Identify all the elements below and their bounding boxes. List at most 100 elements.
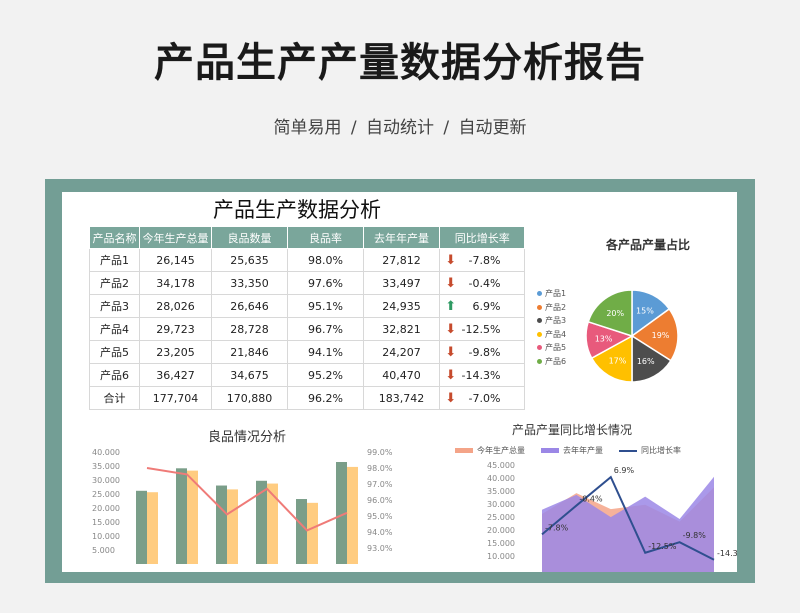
y-right-tick-label: 94.0% <box>367 528 393 537</box>
y-tick-label: 40.000 <box>92 448 120 457</box>
col-header: 良品数量 <box>211 226 288 249</box>
legend-swatch-icon <box>455 448 473 453</box>
table-row: 产品2 34,178 33,350 97.6% 33,497 ⬇ -0.4% <box>89 271 526 295</box>
bar <box>267 483 278 564</box>
y-tick-label: 35.000 <box>487 487 515 496</box>
col-header: 今年生产总量 <box>139 226 212 249</box>
y-tick-label: 30.000 <box>487 500 515 509</box>
product-name-cell: 产品1 <box>89 248 140 272</box>
table-row: 产品5 23,205 21,846 94.1% 24,207 ⬇ -9.8% <box>89 340 526 364</box>
bar <box>307 502 318 564</box>
growth-rate-cell: -12.5% <box>461 317 526 341</box>
legend-dot-icon <box>537 345 542 351</box>
pie-slice-label: 19% <box>652 331 670 340</box>
growth-rate-cell: -7.0% <box>461 386 526 410</box>
total-output-cell: 28,026 <box>139 294 212 318</box>
y-tick-label: 25.000 <box>487 513 515 522</box>
y-tick-label: 5.000 <box>92 546 115 555</box>
good-rate-cell: 96.2% <box>287 386 364 410</box>
bar <box>227 489 238 564</box>
product-name-cell: 产品5 <box>89 340 140 364</box>
bar <box>216 485 227 564</box>
table-row: 产品6 36,427 34,675 95.2% 40,470 ⬇ -14.3% <box>89 363 526 387</box>
product-name-cell: 产品2 <box>89 271 140 295</box>
pie-legend: 产品1 产品2 产品3 产品4 产品5 产品6 <box>537 287 566 368</box>
data-table: 产品名称 今年生产总量 良品数量 良品率 去年年产量 同比增长率 产品1 26,1… <box>89 226 526 410</box>
total-output-cell: 29,723 <box>139 317 212 341</box>
legend-dot-icon <box>537 291 542 297</box>
pie-slice <box>587 289 633 338</box>
y-right-tick-label: 97.0% <box>367 480 393 489</box>
last-year-cell: 33,497 <box>363 271 440 295</box>
growth-rate-cell: -7.8% <box>461 248 526 272</box>
product-name-cell: 合计 <box>89 386 140 410</box>
total-output-cell: 23,205 <box>139 340 212 364</box>
y-tick-label: 15.000 <box>92 518 120 527</box>
legend-item: 产品1 <box>537 287 566 301</box>
page-title: 产品生产产量数据分析报告 <box>154 40 646 86</box>
last-year-cell: 27,812 <box>363 248 440 272</box>
good-qty-cell: 28,728 <box>211 317 288 341</box>
col-header: 良品率 <box>287 226 364 249</box>
y-tick-label: 15.000 <box>487 539 515 548</box>
area-chart-legend: 今年生产总量 去年年产量 同比增长率 <box>455 445 697 456</box>
growth-rate-cell: -9.8% <box>461 340 526 364</box>
table-row: 产品3 28,026 26,646 95.1% 24,935 ⬆ 6.9% <box>89 294 526 318</box>
arrow-down-icon: ⬇ <box>439 363 462 387</box>
product-name-cell: 产品6 <box>89 363 140 387</box>
legend-dot-icon <box>537 331 542 337</box>
pie-chart: 15% 19% 16% 17% 13% 20% <box>585 289 679 383</box>
arrow-down-icon: ⬇ <box>439 340 462 364</box>
good-rate-cell: 95.1% <box>287 294 364 318</box>
good-rate-cell: 94.1% <box>287 340 364 364</box>
y-tick-label: 35.000 <box>92 462 120 471</box>
last-year-cell: 40,470 <box>363 363 440 387</box>
growth-rate-cell: -0.4% <box>461 271 526 295</box>
last-year-cell: 24,935 <box>363 294 440 318</box>
bar-chart: 40.000 35.000 30.000 25.000 20.000 15.000 10.0… <box>92 448 393 564</box>
data-label: -9.8% <box>683 531 707 540</box>
pie-slice <box>631 334 672 383</box>
data-label: -7.8% <box>545 523 569 532</box>
good-rate-line <box>146 467 348 532</box>
bar <box>256 480 267 564</box>
y-tick-label: 25.000 <box>92 490 120 499</box>
sheet-preview: 产品生产数据分析 产品名称 今年生产总量 良品数量 良品率 去年年产量 同比增长… <box>62 192 737 572</box>
y-tick-label: 20.000 <box>92 504 120 513</box>
pie-slice-label: 13% <box>595 335 613 344</box>
good-rate-cell: 96.7% <box>287 317 364 341</box>
legend-label: 产品5 <box>545 343 567 353</box>
col-header: 产品名称 <box>89 226 140 249</box>
legend-label: 产品3 <box>545 316 567 326</box>
sheet-title: 产品生产数据分析 <box>213 198 381 222</box>
legend-item: 产品4 <box>537 328 566 342</box>
arrow-down-icon: ⬇ <box>439 386 462 410</box>
col-header: 同比增长率 <box>438 226 526 249</box>
pie-slice-label: 17% <box>609 357 627 366</box>
growth-rate-cell: 6.9% <box>461 294 526 318</box>
legend-item: 产品6 <box>537 355 566 369</box>
legend-label: 产品1 <box>545 289 567 299</box>
y-right-tick-label: 96.0% <box>367 496 393 505</box>
legend-item: 今年生产总量 <box>455 445 525 456</box>
arrow-down-icon: ⬇ <box>439 271 462 295</box>
last-year-cell: 32,821 <box>363 317 440 341</box>
good-qty-cell: 33,350 <box>211 271 288 295</box>
legend-dot-icon <box>537 304 542 310</box>
legend-swatch-icon <box>541 448 559 453</box>
y-right-tick-label: 93.0% <box>367 544 393 553</box>
good-qty-cell: 34,675 <box>211 363 288 387</box>
product-name-cell: 产品3 <box>89 294 140 318</box>
pie-slice-label: 15% <box>636 307 654 316</box>
area-chart: 45.000 40.000 35.000 30.000 25.000 20.000 15.0… <box>487 461 737 572</box>
good-rate-cell: 95.2% <box>287 363 364 387</box>
pie-slice-label: 16% <box>637 357 655 366</box>
total-output-cell: 177,704 <box>139 386 212 410</box>
bar <box>347 466 358 564</box>
legend-item: 产品5 <box>537 341 566 355</box>
table-header-row: 产品名称 今年生产总量 良品数量 良品率 去年年产量 同比增长率 <box>89 226 526 249</box>
y-tick-label: 10.000 <box>487 552 515 561</box>
bar <box>336 462 347 564</box>
growth-rate-cell: -14.3% <box>461 363 526 387</box>
last-year-cell: 183,742 <box>363 386 440 410</box>
